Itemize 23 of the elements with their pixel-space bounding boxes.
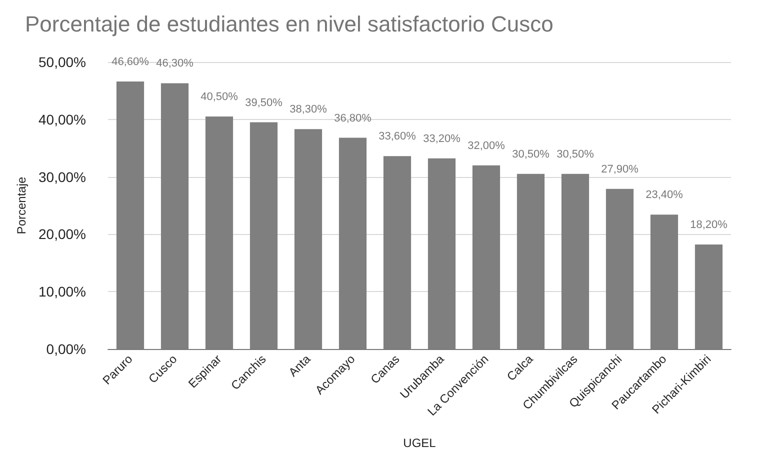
y-tick-label: 20,00% [38, 226, 86, 242]
data-label: 39,50% [245, 96, 283, 109]
data-label: 23,40% [646, 189, 684, 202]
data-label: 46,30% [156, 58, 194, 70]
data-label: 30,50% [512, 148, 550, 160]
y-axis-title: Porcentaje [14, 176, 29, 234]
data-label: 18,20% [690, 219, 728, 232]
data-label: 27,90% [601, 163, 639, 176]
data-label: 33,60% [378, 130, 416, 143]
data-label: 38,30% [290, 104, 328, 116]
data-label: 30,50% [556, 148, 594, 160]
data-label: 36,80% [334, 112, 372, 124]
y-tick-label: 0,00% [46, 341, 86, 357]
data-label: 33,20% [423, 132, 461, 145]
y-tick-label: 30,00% [38, 168, 86, 185]
data-label: 32,00% [468, 140, 506, 152]
data-label: 46,60% [112, 56, 150, 68]
y-tick-label: 10,00% [38, 284, 86, 300]
data-label: 40,50% [200, 91, 238, 104]
y-tick-label: 50,00% [38, 54, 86, 70]
y-tick-label: 40,00% [38, 111, 86, 128]
x-axis-title: UGEL [403, 436, 436, 450]
chart-title: Porcentaje de estudiantes en nivel satisfactorio Cusco [25, 12, 554, 36]
